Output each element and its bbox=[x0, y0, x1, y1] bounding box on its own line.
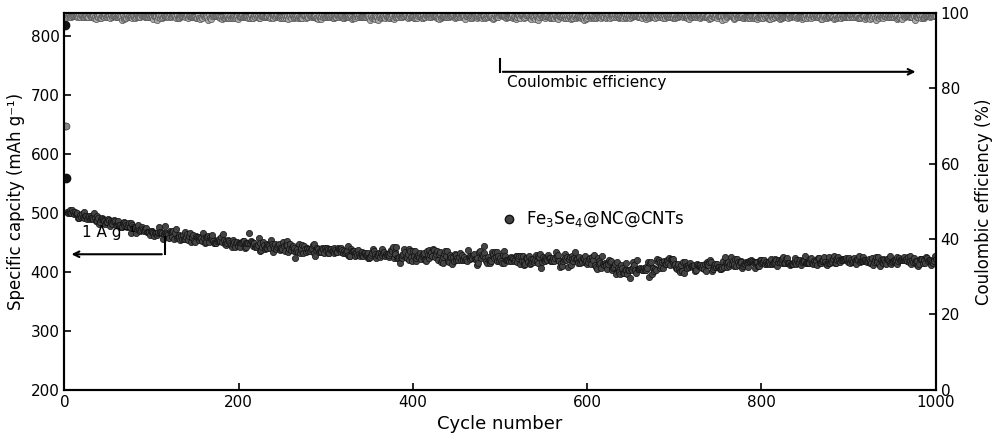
Text: Fe$_3$Se$_4$@NC@CNTs: Fe$_3$Se$_4$@NC@CNTs bbox=[526, 209, 684, 229]
Y-axis label: Specific capcity (mAh g⁻¹): Specific capcity (mAh g⁻¹) bbox=[7, 93, 25, 310]
X-axis label: Cycle number: Cycle number bbox=[437, 415, 563, 433]
Text: 1 A g⁻¹: 1 A g⁻¹ bbox=[82, 224, 135, 239]
Y-axis label: Coulombic efficiency (%): Coulombic efficiency (%) bbox=[975, 98, 993, 304]
Text: Coulombic efficiency: Coulombic efficiency bbox=[507, 75, 666, 90]
